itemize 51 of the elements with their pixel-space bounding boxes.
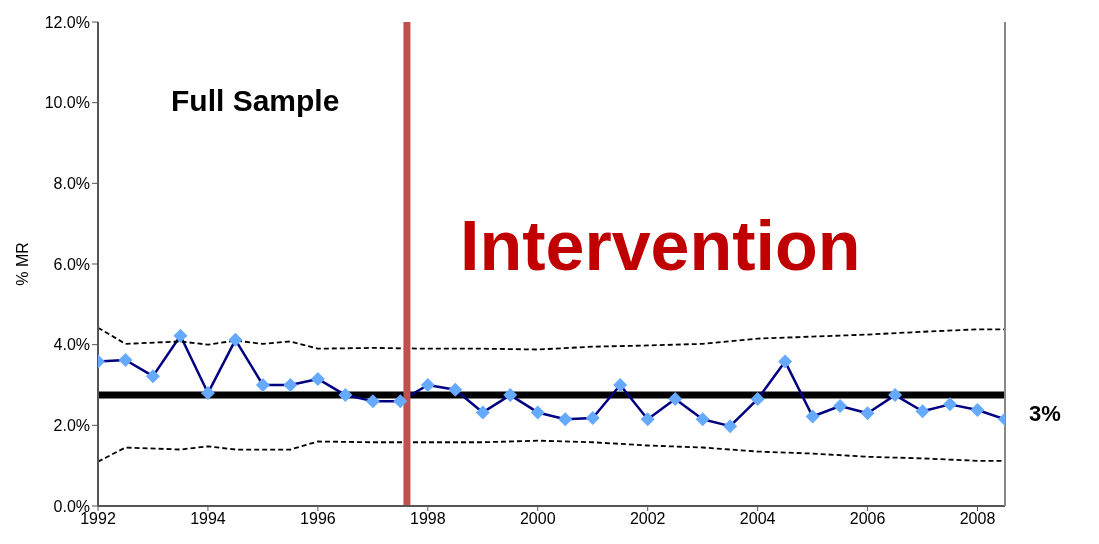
point bbox=[805, 409, 820, 424]
point bbox=[558, 412, 573, 427]
x-tick-label: 1998 bbox=[410, 510, 446, 528]
point bbox=[173, 328, 188, 343]
point bbox=[943, 397, 958, 412]
point bbox=[283, 378, 298, 392]
annotation: Intervention bbox=[460, 206, 861, 286]
point bbox=[338, 388, 353, 403]
point bbox=[118, 352, 133, 367]
x-tick-label: 2008 bbox=[959, 510, 996, 528]
point bbox=[750, 392, 765, 407]
point bbox=[228, 332, 243, 347]
x-tick-label: 2004 bbox=[739, 510, 776, 528]
point bbox=[255, 378, 270, 392]
point bbox=[310, 371, 325, 386]
y-tick-label: 10.0% bbox=[44, 94, 90, 112]
point bbox=[448, 382, 463, 397]
point bbox=[833, 398, 848, 413]
point bbox=[613, 378, 628, 392]
ref-line-label: 3% bbox=[1029, 401, 1061, 427]
point bbox=[668, 392, 683, 407]
line-series bbox=[98, 326, 1005, 351]
point bbox=[200, 386, 215, 401]
point bbox=[915, 404, 930, 419]
point bbox=[695, 412, 710, 427]
point bbox=[145, 369, 160, 384]
point bbox=[970, 403, 985, 418]
annotation: Full Sample bbox=[171, 84, 340, 118]
y-tick-label: 8.0% bbox=[53, 175, 90, 193]
point bbox=[640, 412, 655, 427]
point bbox=[723, 419, 738, 434]
point bbox=[393, 394, 408, 409]
y-tick-label: 2.0% bbox=[53, 417, 90, 435]
y-tick-label: 12.0% bbox=[44, 13, 90, 31]
y-tick-label: 6.0% bbox=[53, 255, 90, 273]
y-axis-title: % MR bbox=[13, 242, 31, 286]
point bbox=[420, 378, 435, 392]
point bbox=[585, 411, 600, 426]
x-tick-label: 2002 bbox=[629, 510, 666, 528]
point bbox=[365, 394, 380, 409]
point bbox=[503, 388, 518, 403]
point bbox=[888, 388, 903, 403]
point bbox=[530, 405, 545, 420]
point bbox=[778, 354, 793, 369]
y-tick-label: 4.0% bbox=[53, 336, 90, 354]
point bbox=[860, 406, 875, 421]
x-tick-label: 1996 bbox=[300, 510, 336, 528]
point bbox=[475, 405, 490, 420]
x-tick-label: 1994 bbox=[190, 510, 226, 528]
x-tick-label: 2006 bbox=[849, 510, 886, 528]
x-tick-label: 2000 bbox=[519, 510, 556, 528]
